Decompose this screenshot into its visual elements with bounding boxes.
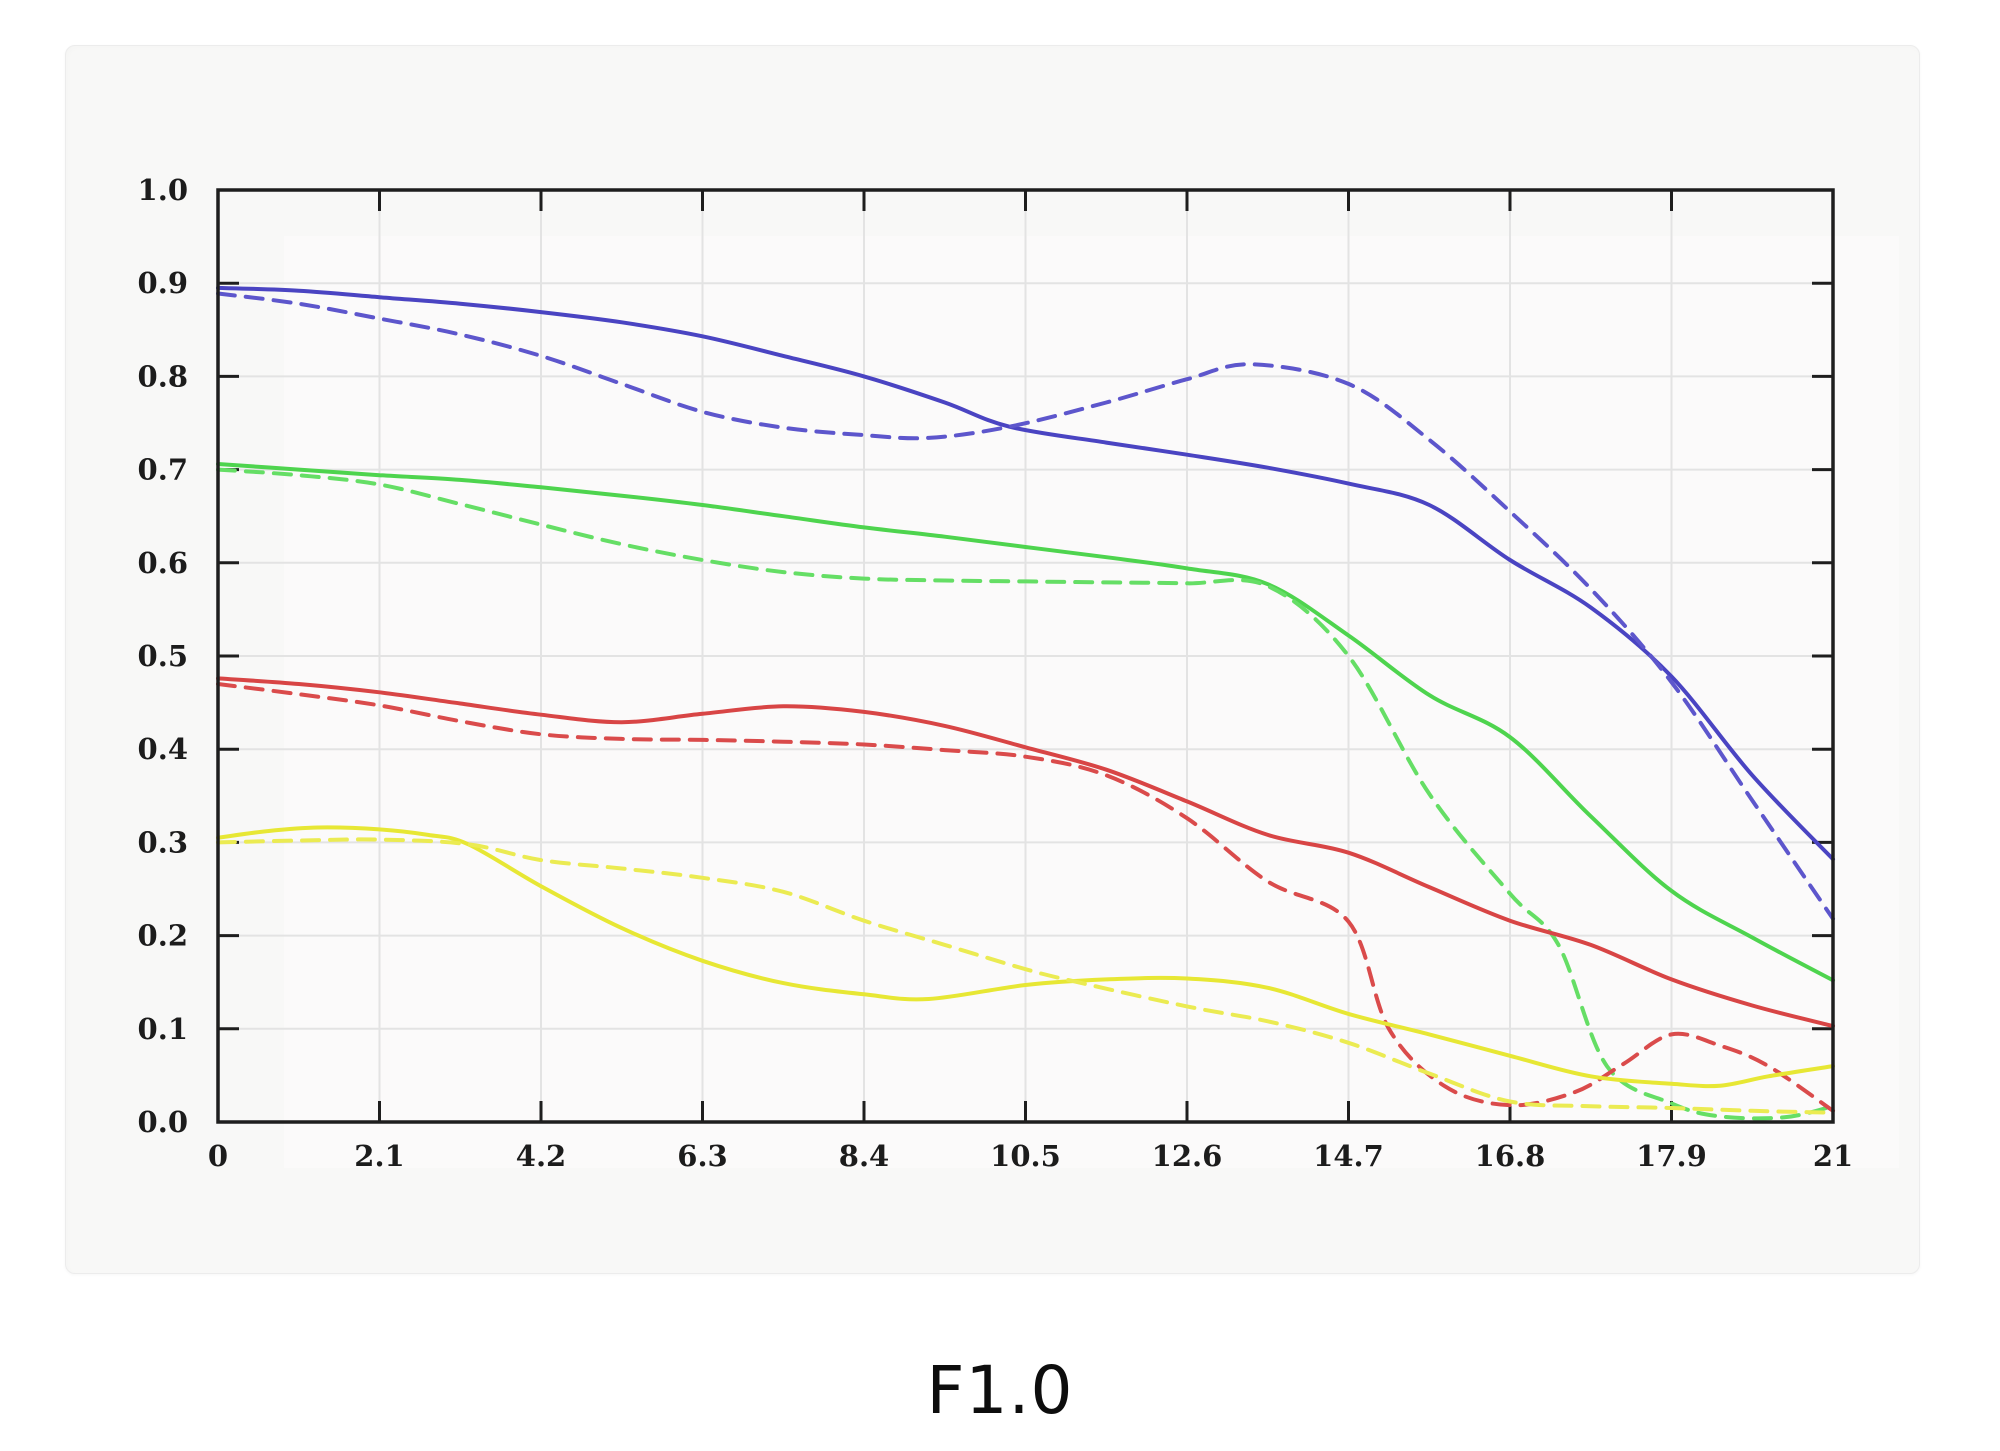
y-tick-label: 1.0 [138,173,188,207]
y-tick-label: 0.4 [138,732,188,766]
curve-yellow-dashed [216,837,1835,1115]
frame [216,188,1835,1124]
curve-red-solid [216,676,1835,1028]
y-tick-label: 0.9 [138,266,188,300]
x-tick-label: 0 [208,1139,228,1173]
x-tick-label: 6.3 [677,1139,727,1173]
plot-frame [216,188,1835,1124]
x-tick-label: 4.2 [516,1139,566,1173]
curve-red-dashed [216,682,1835,1113]
x-tick-label: 2.1 [354,1139,404,1173]
grid-lines [218,190,1833,1122]
y-tick-label: 0.1 [138,1012,188,1046]
x-tick-label: 8.4 [839,1139,889,1173]
y-tick-label: 0.2 [138,919,188,953]
curve-blue-dashed [216,291,1835,921]
aperture-title: F1.0 [926,1352,1074,1429]
y-tick-label: 0.5 [138,639,188,673]
y-axis-tick-labels: 0.0 0.1 0.2 0.3 0.4 0.5 0.6 0.7 0.8 0.9 1.0 [138,173,188,1139]
x-tick-label: 14.7 [1313,1139,1384,1173]
x-tick-label: 10.5 [990,1139,1061,1173]
y-tick-label: 0.8 [138,359,188,393]
plot-area-background [284,236,1899,1168]
curve-green-solid [216,462,1835,983]
x-tick-label: 12.6 [1152,1139,1223,1173]
x-tick-label: 21 [1813,1139,1853,1173]
y-tick-label: 0.7 [138,453,188,487]
curve-green-dashed [216,467,1835,1121]
curve-blue-solid [216,285,1835,862]
y-tick-label: 0.0 [138,1105,188,1139]
x-tick-label: 17.9 [1636,1139,1707,1173]
y-tick-label: 0.6 [138,546,188,580]
y-tick-label: 0.3 [138,825,188,859]
curve-yellow-solid [216,825,1835,1089]
chart-card [65,45,1920,1274]
curves [216,285,1835,1121]
x-tick-label: 16.8 [1475,1139,1546,1173]
x-axis-tick-labels: 0 2.1 4.2 6.3 8.4 10.5 12.6 14.7 16.8 17.9 21 [208,1139,1853,1173]
